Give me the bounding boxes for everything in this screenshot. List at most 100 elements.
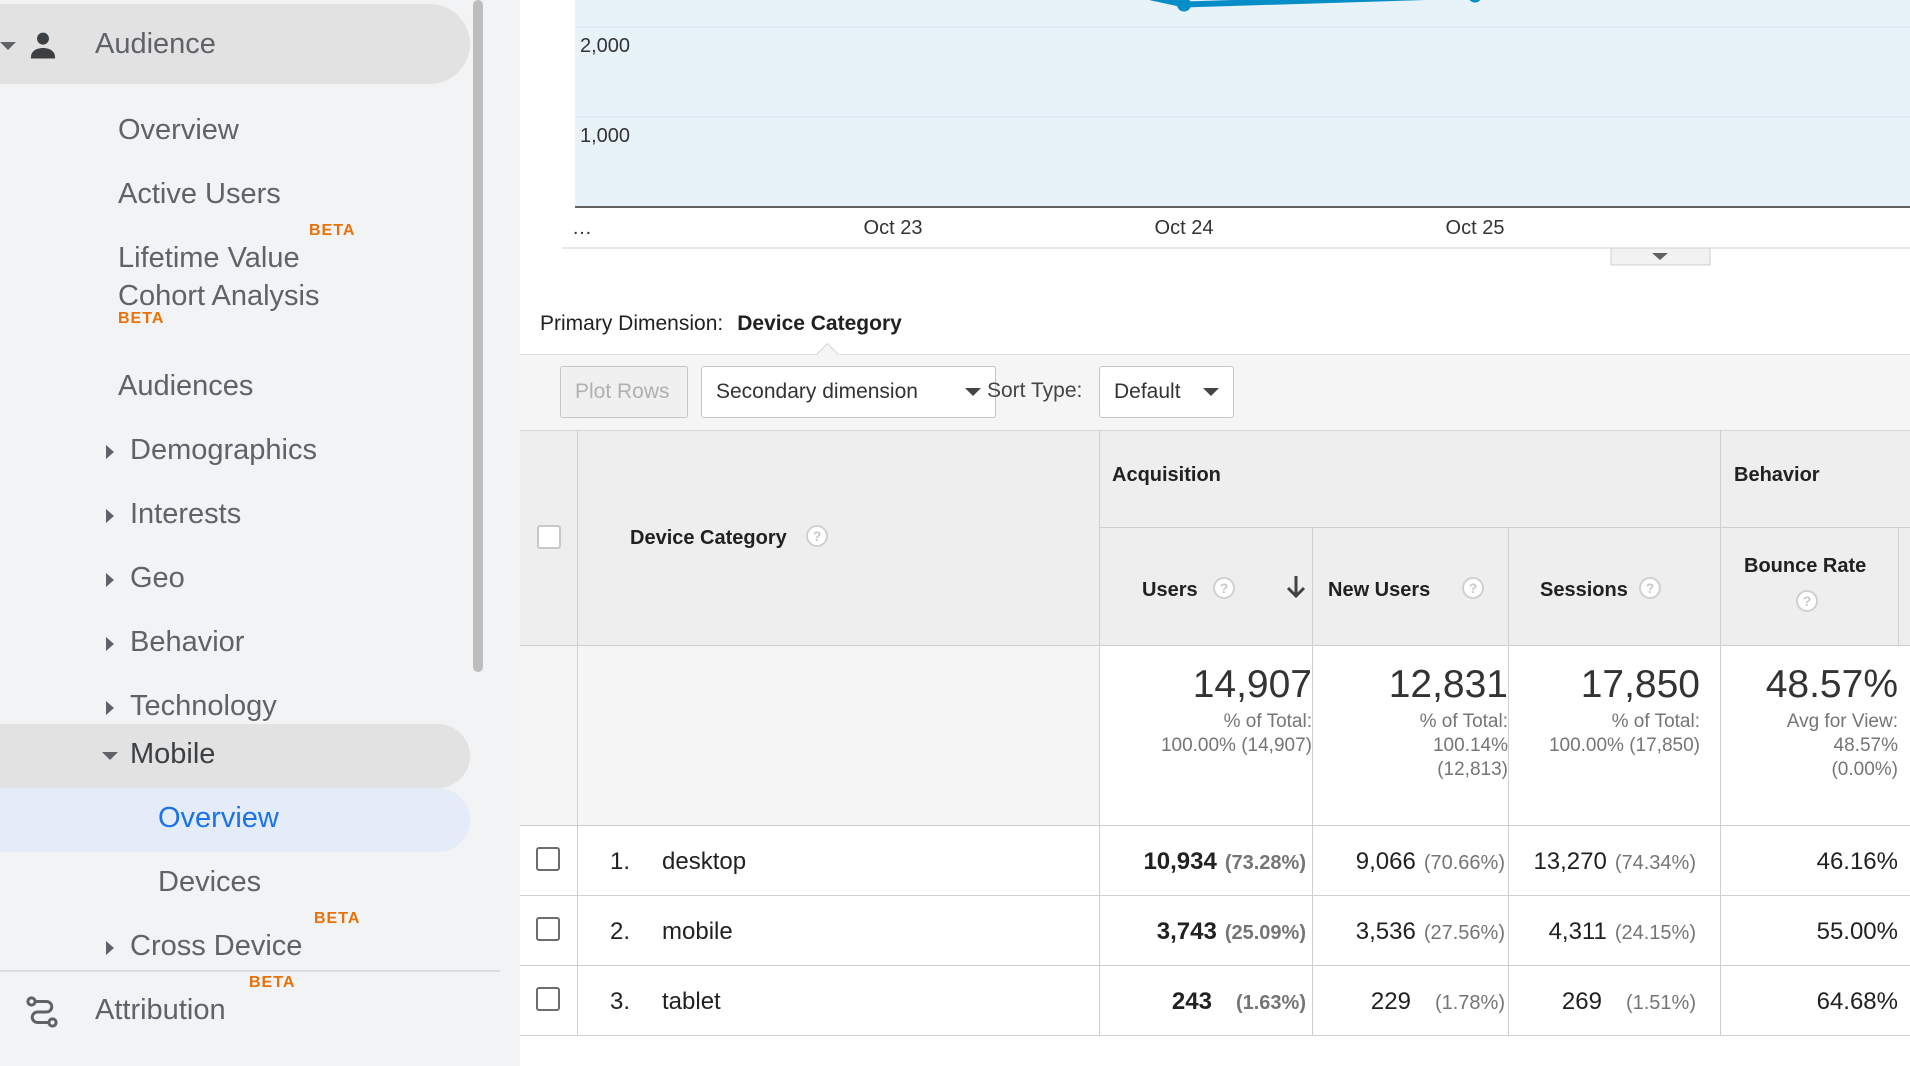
sidebar-section-audience[interactable]: Audience bbox=[0, 4, 470, 84]
row-checkbox[interactable] bbox=[536, 847, 560, 871]
sidebar-item-label: Active Users bbox=[118, 178, 281, 210]
sidebar-item-audiences[interactable]: Audiences bbox=[0, 356, 470, 420]
grid-line bbox=[520, 1035, 1910, 1036]
sidebar-subitem-mobile-devices[interactable]: Devices bbox=[0, 852, 470, 916]
help-icon[interactable]: ? bbox=[806, 525, 828, 547]
bounce-rate-column-header[interactable]: Bounce Rate bbox=[1744, 555, 1867, 577]
help-icon[interactable]: ? bbox=[1639, 577, 1661, 599]
sidebar-section-label: Audience bbox=[95, 28, 216, 60]
collapse-arrow-icon bbox=[102, 752, 118, 760]
sessions-cell: 13,270 (74.34%) bbox=[1533, 848, 1696, 876]
sidebar-item-demographics[interactable]: Demographics bbox=[0, 420, 470, 484]
users-column-header[interactable]: Users bbox=[1142, 579, 1198, 601]
cell-value: 13,270 bbox=[1533, 848, 1607, 875]
data-point[interactable] bbox=[1468, 0, 1482, 3]
cell-percent: (25.09%) bbox=[1224, 922, 1306, 944]
cell-percent: (24.15%) bbox=[1614, 922, 1696, 944]
help-icon[interactable]: ? bbox=[1213, 577, 1235, 599]
row-dimension-link[interactable]: tablet bbox=[662, 988, 721, 1015]
sidebar-item-cohort-analysis[interactable]: Cohort Analysis BETA bbox=[0, 276, 470, 340]
grid-line bbox=[520, 895, 1910, 896]
sort-type-label: Sort Type: bbox=[987, 379, 1083, 402]
bounce-rate-cell: 55.00% bbox=[1816, 918, 1898, 945]
total-caption: % of Total: 100.00% (14,907) bbox=[1161, 710, 1312, 758]
cell-percent: (74.34%) bbox=[1614, 852, 1696, 874]
cell-percent: (1.51%) bbox=[1625, 992, 1696, 1014]
sidebar-item-lifetime-value[interactable]: Lifetime Value BETA bbox=[0, 222, 470, 292]
grid-line bbox=[520, 965, 1910, 966]
grid-line bbox=[1720, 430, 1721, 1036]
totals-values-area bbox=[1100, 645, 1910, 825]
cell-value: 269 bbox=[1561, 988, 1602, 1015]
sessions-chart[interactable]: 2,000 1,000 … Oct 23 Oct 24 Oct 25 bbox=[520, 0, 1910, 270]
sidebar-item-geo[interactable]: Geo bbox=[0, 548, 470, 612]
attribution-icon bbox=[26, 996, 58, 1028]
grid-line bbox=[1312, 527, 1313, 1036]
grid-line bbox=[1100, 527, 1910, 528]
sessions-column-header[interactable]: Sessions bbox=[1540, 579, 1628, 601]
sidebar-divider bbox=[0, 970, 500, 972]
sidebar-item-technology[interactable]: Technology bbox=[0, 676, 470, 740]
cell-value: 9,066 bbox=[1355, 848, 1416, 875]
help-icon[interactable]: ? bbox=[1796, 590, 1818, 612]
sessions-cell: 269 (1.51%) bbox=[1562, 988, 1696, 1016]
new-users-column-header[interactable]: New Users bbox=[1328, 579, 1431, 601]
total-caption-line: 100.00% (17,850) bbox=[1548, 735, 1700, 756]
help-icon[interactable]: ? bbox=[1462, 577, 1484, 599]
sidebar-item-interests[interactable]: Interests bbox=[0, 484, 470, 548]
secondary-dimension-dropdown[interactable]: Secondary dimension bbox=[701, 366, 996, 418]
new-users-cell: 229 (1.78%) bbox=[1371, 988, 1505, 1016]
sort-type-dropdown[interactable]: Default bbox=[1099, 366, 1234, 418]
sidebar-item-overview[interactable]: Overview bbox=[0, 100, 470, 164]
grid-line bbox=[1508, 527, 1509, 1036]
beta-badge: BETA bbox=[118, 310, 165, 327]
sort-type-value: Default bbox=[1114, 380, 1181, 403]
sort-descending-icon[interactable] bbox=[1284, 574, 1308, 600]
beta-badge: BETA bbox=[314, 910, 361, 927]
sidebar-item-attribution[interactable]: Attribution BETA bbox=[0, 974, 470, 1044]
row-number: 2. bbox=[610, 918, 631, 945]
grid-line bbox=[577, 430, 578, 1036]
sidebar-scrollbar[interactable] bbox=[473, 0, 483, 672]
expand-arrow-icon bbox=[106, 573, 114, 587]
total-caption-line: % of Total: bbox=[1223, 711, 1312, 732]
sidebar-item-label: Mobile bbox=[130, 738, 216, 770]
primary-dimension-value[interactable]: Device Category bbox=[737, 312, 902, 335]
row-checkbox[interactable] bbox=[536, 917, 560, 941]
cell-percent: (73.28%) bbox=[1224, 852, 1306, 874]
sidebar-item-label: Cohort Analysis bbox=[118, 280, 320, 312]
total-value: 14,907 bbox=[1192, 663, 1312, 706]
y-tick-label: 2,000 bbox=[580, 35, 630, 57]
row-dimension-link[interactable]: desktop bbox=[662, 848, 747, 875]
sidebar-item-label: Lifetime Value bbox=[118, 242, 300, 274]
main-content: 2,000 1,000 … Oct 23 Oct 24 Oct 25 Primary … bbox=[520, 0, 1910, 1066]
bounce-rate-cell: 64.68% bbox=[1816, 988, 1898, 1015]
total-caption-line: % of Total: bbox=[1611, 711, 1700, 732]
select-all-checkbox[interactable] bbox=[537, 525, 561, 549]
plot-rows-button[interactable]: Plot Rows bbox=[560, 366, 688, 418]
sidebar-item-active-users[interactable]: Active Users bbox=[0, 164, 470, 228]
sidebar-item-cross-device[interactable]: Cross Device BETA bbox=[0, 910, 470, 980]
dimension-column-header[interactable]: Device Category bbox=[630, 527, 787, 549]
total-caption-line: 100.00% (14,907) bbox=[1160, 735, 1312, 756]
sidebar-subitem-mobile-overview[interactable]: Overview bbox=[0, 788, 470, 852]
row-checkbox[interactable] bbox=[536, 987, 560, 1011]
row-dimension-link[interactable]: mobile bbox=[662, 918, 733, 945]
total-caption-line: (0.00%) bbox=[1831, 759, 1898, 780]
data-point[interactable] bbox=[1177, 0, 1191, 12]
cell-percent: (1.63%) bbox=[1235, 992, 1306, 1014]
users-cell: 243 (1.63%) bbox=[1172, 988, 1306, 1016]
expand-arrow-icon bbox=[106, 637, 114, 651]
total-caption: % of Total: 100.14% (12,813) bbox=[1420, 710, 1508, 782]
sidebar-item-mobile[interactable]: Mobile bbox=[0, 724, 470, 788]
cell-value: 229 bbox=[1370, 988, 1411, 1015]
table-header bbox=[520, 430, 1910, 645]
x-tick-label: … bbox=[572, 217, 592, 239]
dropdown-arrow-icon bbox=[965, 388, 981, 396]
sidebar-item-label: Cross Device bbox=[130, 930, 303, 962]
total-value: 12,831 bbox=[1388, 663, 1508, 706]
secondary-dimension-label: Secondary dimension bbox=[716, 380, 918, 403]
expand-arrow-icon bbox=[106, 445, 114, 459]
sidebar-item-behavior[interactable]: Behavior bbox=[0, 612, 470, 676]
total-value: 17,850 bbox=[1580, 663, 1700, 706]
